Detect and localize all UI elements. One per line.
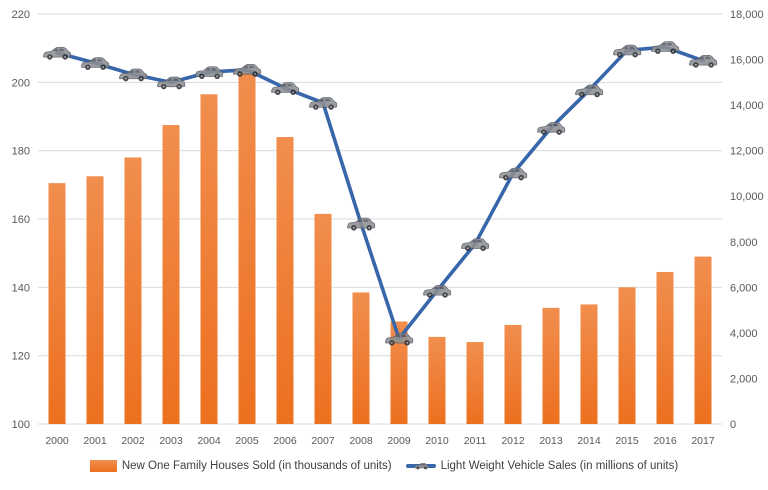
bar-2001[interactable] xyxy=(86,176,104,424)
bar-2013[interactable] xyxy=(542,307,560,424)
bar-2009[interactable] xyxy=(390,321,408,425)
car-marker-2003[interactable] xyxy=(157,76,186,90)
right-axis-tick-label: 8,000 xyxy=(730,237,758,249)
bar-2003[interactable] xyxy=(162,125,180,425)
car-marker-2008[interactable] xyxy=(347,217,376,231)
bar-2017[interactable] xyxy=(694,256,712,424)
x-axis-label-2004: 2004 xyxy=(197,435,221,447)
right-axis-tick-label: 18,000 xyxy=(730,9,764,21)
bar-2006[interactable] xyxy=(276,137,294,424)
vehicles-series-swatch-icon xyxy=(405,458,436,474)
left-axis-tick-label: 180 xyxy=(12,146,30,158)
bar-2016[interactable] xyxy=(656,271,674,424)
x-axis-label-2006: 2006 xyxy=(273,435,297,447)
legend-item-houses[interactable]: New One Family Houses Sold (in thousands… xyxy=(89,460,392,472)
x-axis-label-2011: 2011 xyxy=(464,435,487,447)
car-marker-2014[interactable] xyxy=(575,84,604,98)
car-marker-2006[interactable] xyxy=(271,82,300,95)
car-marker-2016[interactable] xyxy=(651,41,680,54)
car-marker-2009[interactable] xyxy=(385,332,414,346)
x-axis-label-2012: 2012 xyxy=(501,435,525,447)
bar-2004[interactable] xyxy=(200,94,218,425)
left-axis-tick-label: 220 xyxy=(12,9,30,21)
right-axis-tick-label: 12,000 xyxy=(730,146,764,158)
car-marker-2005[interactable] xyxy=(233,64,262,77)
right-axis-tick-label: 2,000 xyxy=(730,373,758,385)
bar-2014[interactable] xyxy=(580,304,598,424)
x-axis-label-2001: 2001 xyxy=(83,435,107,447)
car-marker-2013[interactable] xyxy=(537,122,566,135)
x-axis-label-2008: 2008 xyxy=(349,435,373,447)
bar-2005[interactable] xyxy=(238,70,256,424)
x-axis-label-2007: 2007 xyxy=(311,435,335,447)
x-axis-label-2013: 2013 xyxy=(539,435,563,447)
right-axis-tick-label: 4,000 xyxy=(730,328,758,340)
legend-item-vehicles[interactable]: Light Weight Vehicle Sales (in millions … xyxy=(405,458,679,474)
car-icon xyxy=(414,463,429,470)
car-marker-2015[interactable] xyxy=(613,44,642,58)
x-axis-label-2010: 2010 xyxy=(425,435,449,447)
x-axis-label-2015: 2015 xyxy=(615,435,639,447)
right-axis-tick-label: 0 xyxy=(730,419,736,431)
car-marker-2002[interactable] xyxy=(119,68,148,82)
x-axis-label-2000: 2000 xyxy=(45,435,69,447)
car-marker-2001[interactable] xyxy=(81,57,110,70)
left-axis-tick-label: 200 xyxy=(12,77,30,89)
bar-2012[interactable] xyxy=(504,324,522,424)
left-axis-tick-label: 120 xyxy=(12,351,30,363)
car-marker-2012[interactable] xyxy=(499,167,528,181)
right-axis-tick-label: 14,000 xyxy=(730,100,764,112)
houses-legend-label: New One Family Houses Sold (in thousands… xyxy=(121,460,392,472)
left-axis-tick-label: 160 xyxy=(12,214,30,226)
right-axis-tick-label: 16,000 xyxy=(730,55,764,67)
bar-2008[interactable] xyxy=(352,292,370,424)
bar-2007[interactable] xyxy=(314,213,332,424)
bar-2011[interactable] xyxy=(466,342,484,424)
houses-series-swatch-icon xyxy=(89,460,117,472)
car-marker-2010[interactable] xyxy=(423,284,452,298)
car-marker-2000[interactable] xyxy=(43,46,72,60)
vehicles-legend-label: Light Weight Vehicle Sales (in millions … xyxy=(440,460,679,472)
car-marker-2017[interactable] xyxy=(689,54,718,68)
right-axis-tick-label: 10,000 xyxy=(730,191,764,203)
right-axis-tick-label: 6,000 xyxy=(730,282,758,294)
x-axis-label-2014: 2014 xyxy=(577,435,601,447)
x-axis-label-2005: 2005 xyxy=(235,435,259,447)
bar-2000[interactable] xyxy=(48,183,66,424)
car-marker-2011[interactable] xyxy=(461,238,490,251)
x-axis-label-2009: 2009 xyxy=(387,435,411,447)
x-axis-label-2016: 2016 xyxy=(653,435,677,447)
x-axis-label-2003: 2003 xyxy=(159,435,183,447)
car-marker-2007[interactable] xyxy=(309,97,338,110)
bar-2015[interactable] xyxy=(618,287,636,424)
left-axis-tick-label: 140 xyxy=(12,282,30,294)
bar-2010[interactable] xyxy=(428,336,446,424)
chart-legend: New One Family Houses Sold (in thousands… xyxy=(0,452,768,480)
vehicle-sales-line[interactable] xyxy=(55,45,705,341)
bar-2002[interactable] xyxy=(124,157,142,425)
x-axis-label-2017: 2017 xyxy=(691,435,715,447)
x-axis-label-2002: 2002 xyxy=(121,435,145,447)
car-marker-2004[interactable] xyxy=(195,66,224,80)
left-axis-tick-label: 100 xyxy=(12,419,30,431)
